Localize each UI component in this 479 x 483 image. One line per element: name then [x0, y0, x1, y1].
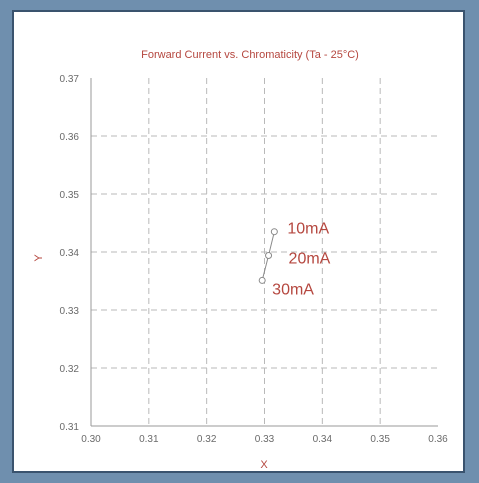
x-tick-label: 0.33	[255, 434, 275, 445]
point-label: 30mA	[272, 281, 314, 298]
y-tick-label: 0.31	[60, 422, 80, 433]
chart-title: Forward Current vs. Chromaticity (Ta - 2…	[141, 49, 359, 61]
data-point	[265, 251, 273, 259]
point-label: 10mA	[287, 221, 329, 238]
point-label: 20mA	[289, 250, 331, 267]
grid-layer	[90, 78, 438, 427]
y-axis-label: Y	[33, 254, 45, 262]
x-tick-label: 0.35	[370, 434, 390, 445]
x-tick-label: 0.31	[139, 434, 159, 445]
data-point	[270, 228, 278, 236]
y-tick-label: 0.36	[60, 132, 80, 143]
chart-panel: Forward Current vs. Chromaticity (Ta - 2…	[12, 10, 465, 473]
x-tick-label: 0.34	[313, 434, 333, 445]
series-layer: 10mA 20mA 30mA	[258, 221, 331, 298]
y-tick-label: 0.35	[60, 190, 80, 201]
x-tick-label: 0.32	[197, 434, 217, 445]
tick-layer: 0.30 0.31 0.32 0.33 0.34 0.35 0.360.370.360.35…	[60, 74, 449, 445]
y-tick-label: 0.32	[60, 364, 80, 375]
chart-svg: Forward Current vs. Chromaticity (Ta - 2…	[33, 49, 449, 471]
x-tick-label: 0.30	[81, 434, 101, 445]
y-tick-label: 0.34	[60, 248, 80, 259]
x-tick-label: 0.36	[428, 434, 448, 445]
x-axis-label: X	[260, 459, 268, 471]
y-tick-label: 0.33	[60, 306, 80, 317]
y-tick-label: 0.37	[60, 74, 80, 85]
data-point	[258, 276, 266, 284]
